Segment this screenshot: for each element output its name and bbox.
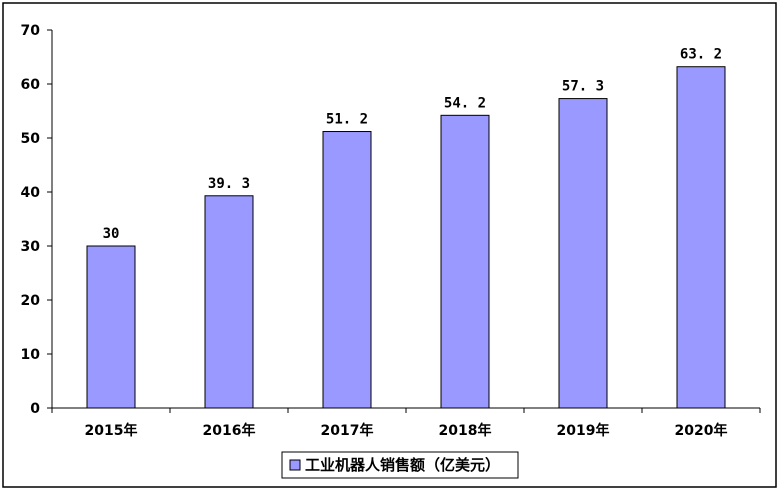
data-label: 39. 3	[208, 176, 250, 192]
y-tick-label: 20	[21, 293, 41, 309]
legend: 工业机器人销售额（亿美元）	[281, 451, 519, 479]
legend-box	[281, 451, 519, 479]
y-tick-label: 60	[21, 77, 41, 93]
data-label: 30	[103, 226, 120, 242]
y-axis: 0 10 20 30 40 50 60 70	[21, 23, 53, 417]
x-tick-label: 2018年	[439, 422, 492, 439]
x-tick-label: 2019年	[557, 422, 610, 439]
bar	[204, 195, 254, 409]
legend-label: 工业机器人销售额（亿美元）	[305, 456, 500, 474]
bar	[440, 114, 490, 409]
x-axis: 2015年 2016年 2017年 2018年 2019年 2020年	[51, 407, 761, 439]
data-label: 51. 2	[326, 112, 368, 128]
legend-swatch	[289, 459, 301, 471]
bar	[558, 98, 608, 409]
y-tick-label: 70	[21, 23, 41, 39]
x-tick-label: 2016年	[203, 422, 256, 439]
bars	[86, 66, 726, 409]
bar	[322, 131, 372, 409]
data-label: 57. 3	[562, 79, 604, 95]
y-tick-label: 0	[30, 401, 40, 417]
y-tick-label: 10	[21, 347, 41, 363]
bar	[86, 245, 136, 409]
data-label: 63. 2	[680, 47, 722, 63]
bar	[676, 66, 726, 409]
data-label: 54. 2	[444, 95, 486, 111]
y-tick-label: 30	[21, 239, 41, 255]
x-tick-label: 2020年	[675, 422, 728, 439]
y-tick-label: 40	[21, 185, 41, 201]
x-tick-label: 2017年	[321, 422, 374, 439]
data-labels: 30 39. 3 51. 2 54. 2 57. 3 63. 2	[103, 47, 723, 242]
y-tick-label: 50	[21, 131, 41, 147]
x-tick-label: 2015年	[85, 422, 138, 439]
